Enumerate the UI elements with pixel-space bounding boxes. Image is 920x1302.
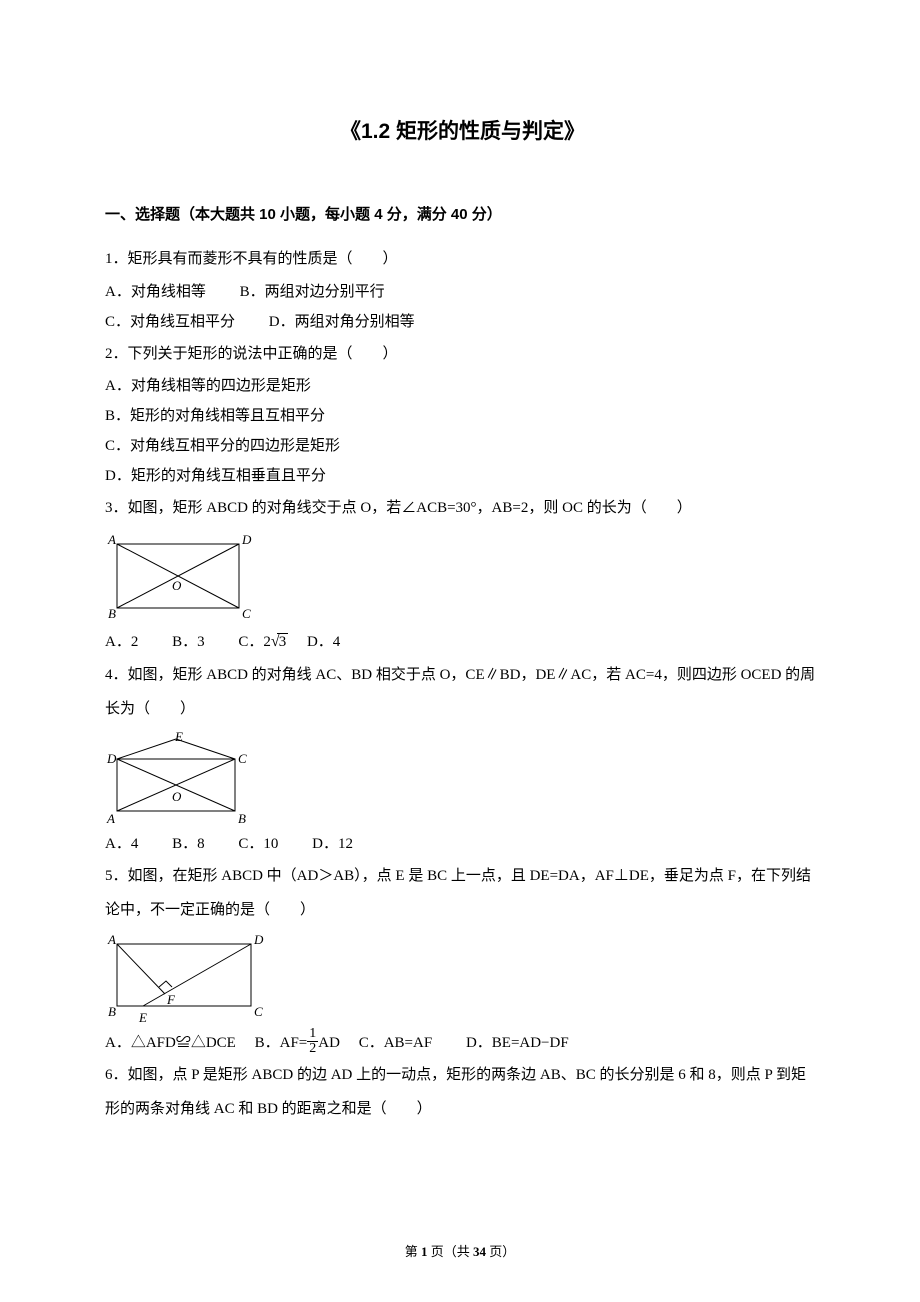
- q2-option-c: C．对角线互相平分的四边形是矩形: [105, 431, 820, 461]
- label-C: C: [242, 606, 251, 621]
- q6-stem: 6．如图，点 P 是矩形 ABCD 的边 AD 上的一动点，矩形的两条边 AB、…: [105, 1058, 820, 1127]
- q5-option-b: B．AF=12AD: [255, 1035, 340, 1051]
- label-B: B: [108, 1004, 116, 1019]
- question-3: 3．如图，矩形 ABCD 的对角线交于点 O，若∠ACB=30°，AB=2，则 …: [105, 491, 820, 658]
- q3-stem: 3．如图，矩形 ABCD 的对角线交于点 O，若∠ACB=30°，AB=2，则 …: [105, 491, 820, 526]
- q1-option-a: A．对角线相等: [105, 284, 206, 300]
- q4-figure: D C A B O E: [105, 731, 820, 827]
- document-page: 《1.2 矩形的性质与判定》 一、选择题（本大题共 10 小题，每小题 4 分，…: [0, 0, 920, 1167]
- question-5: 5．如图，在矩形 ABCD 中（AD＞AB），点 E 是 BC 上一点，且 DE…: [105, 859, 820, 1058]
- label-A: A: [107, 932, 116, 947]
- q3-option-d: D．4: [307, 634, 340, 650]
- q4-option-c: C．10: [238, 836, 278, 852]
- label-A: A: [106, 811, 115, 826]
- question-4: 4．如图，矩形 ABCD 的对角线 AC、BD 相交于点 O，CE∥BD，DE∥…: [105, 658, 820, 859]
- question-1: 1．矩形具有而菱形不具有的性质是（ ） A．对角线相等 B．两组对边分别平行 C…: [105, 242, 820, 337]
- q2-option-b: B．矩形的对角线相等且互相平分: [105, 401, 820, 431]
- label-D: D: [241, 532, 252, 547]
- label-E: E: [138, 1010, 147, 1025]
- q3-option-c: C．2√3: [238, 634, 288, 650]
- q4-stem: 4．如图，矩形 ABCD 的对角线 AC、BD 相交于点 O，CE∥BD，DE∥…: [105, 658, 820, 727]
- q1-option-c: C．对角线互相平分: [105, 314, 235, 330]
- q5-option-a: A．△AFD≌△DCE: [105, 1035, 236, 1051]
- page-footer: 第 1 页（共 34 页）: [0, 1241, 920, 1260]
- q4-option-a: A．4: [105, 836, 138, 852]
- q4-option-b: B．8: [172, 836, 205, 852]
- label-B: B: [238, 811, 246, 826]
- question-2: 2．下列关于矩形的说法中正确的是（ ） A．对角线相等的四边形是矩形 B．矩形的…: [105, 337, 820, 492]
- section-header: 一、选择题（本大题共 10 小题，每小题 4 分，满分 40 分）: [105, 203, 820, 224]
- q2-stem: 2．下列关于矩形的说法中正确的是（ ）: [105, 337, 820, 372]
- label-C: C: [254, 1004, 263, 1019]
- q5-option-c: C．AB=AF: [359, 1035, 432, 1051]
- question-6: 6．如图，点 P 是矩形 ABCD 的边 AD 上的一动点，矩形的两条边 AB、…: [105, 1058, 820, 1127]
- label-D: D: [253, 932, 264, 947]
- q4-option-d: D．12: [312, 836, 353, 852]
- label-O: O: [172, 578, 182, 593]
- q5-stem: 5．如图，在矩形 ABCD 中（AD＞AB），点 E 是 BC 上一点，且 DE…: [105, 859, 820, 928]
- q1-option-d: D．两组对角分别相等: [269, 314, 415, 330]
- sqrt-icon: √3: [271, 626, 288, 658]
- label-B: B: [108, 606, 116, 621]
- fraction-icon: 12: [307, 1027, 318, 1056]
- q3-figure: A D B C O: [105, 530, 820, 624]
- q2-option-d: D．矩形的对角线互相垂直且平分: [105, 461, 820, 491]
- q5-figure: A D B C E F: [105, 932, 820, 1026]
- q3-option-b: B．3: [172, 634, 205, 650]
- label-O: O: [172, 789, 182, 804]
- label-A: A: [107, 532, 116, 547]
- q3-option-a: A．2: [105, 634, 138, 650]
- label-F: F: [166, 992, 176, 1007]
- q2-option-a: A．对角线相等的四边形是矩形: [105, 371, 820, 401]
- q1-option-b: B．两组对边分别平行: [240, 284, 385, 300]
- total-pages: 34: [473, 1244, 486, 1259]
- document-title: 《1.2 矩形的性质与判定》: [105, 115, 820, 145]
- q5-option-d: D．BE=AD−DF: [466, 1035, 569, 1051]
- q1-stem: 1．矩形具有而菱形不具有的性质是（ ）: [105, 242, 820, 277]
- label-C: C: [238, 751, 247, 766]
- label-E: E: [174, 731, 183, 744]
- label-D: D: [106, 751, 117, 766]
